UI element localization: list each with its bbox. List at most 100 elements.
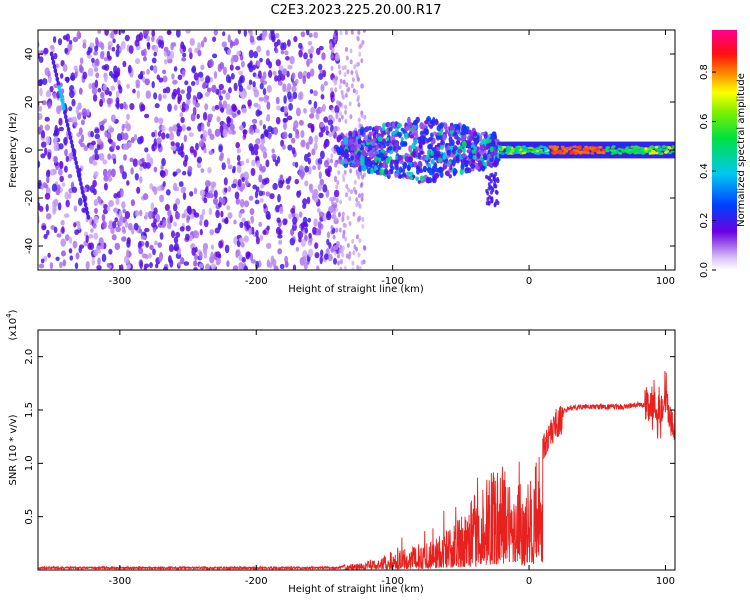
spectrogram-cell xyxy=(340,158,345,164)
spectrogram-cell xyxy=(162,266,169,270)
spectrogram-cell xyxy=(60,238,66,247)
spectrogram-cell xyxy=(381,129,386,136)
spectrogram-cell xyxy=(258,190,264,197)
spectrogram-cell xyxy=(583,150,587,154)
spectrogram-cell xyxy=(213,70,218,79)
spectrogram-cell xyxy=(395,145,400,151)
spectrogram-cell xyxy=(345,192,348,198)
spectrogram-cell xyxy=(342,79,346,85)
spectrogram-cell xyxy=(317,183,322,191)
spectrogram-cell xyxy=(109,70,113,77)
spectrogram-cell xyxy=(318,171,322,180)
spectrogram-cell xyxy=(291,147,296,155)
spectrogram-cell xyxy=(294,161,299,168)
spectrogram-cell xyxy=(282,131,288,140)
spectrogram-cell xyxy=(415,176,419,182)
spectrogram-cell xyxy=(317,163,321,171)
spectrogram-cell xyxy=(309,68,315,77)
spectrogram-cell xyxy=(113,207,119,213)
spectrogram-cell xyxy=(222,129,228,138)
spectrogram-cell xyxy=(67,173,73,179)
spectrogram-cell xyxy=(193,267,198,270)
spectrogram-cell xyxy=(497,148,502,151)
spectrogram-cell xyxy=(243,129,247,138)
spectrogram-cell xyxy=(219,124,224,134)
spectrogram-cell xyxy=(236,165,242,174)
spectrogram-cell xyxy=(175,231,181,238)
spectrogram-cell xyxy=(112,38,116,44)
spectrogram-cell xyxy=(183,134,188,143)
spectrogram-cell xyxy=(552,145,557,148)
spectrogram-cell xyxy=(198,251,203,260)
spectrogram-cell xyxy=(50,168,56,176)
spectrogram-cell xyxy=(159,169,165,177)
spectrogram-cell xyxy=(209,133,215,141)
spectrogram-cell xyxy=(243,200,250,208)
spectrogram-cell xyxy=(335,207,339,213)
spectrogram-cell xyxy=(123,154,127,161)
spectrogram-cell xyxy=(184,104,190,110)
spectrogram-cell xyxy=(334,162,337,168)
spectrogram-cell xyxy=(73,65,78,71)
spectrogram-cell xyxy=(129,103,135,110)
spectrogram-cell xyxy=(56,233,62,238)
spectrogram-cell xyxy=(355,197,359,203)
spectrogram-cell xyxy=(226,260,230,268)
spectrogram-cell xyxy=(152,248,156,256)
spectrogram-cell xyxy=(277,194,281,203)
spectrogram-cell xyxy=(155,263,159,269)
spectrogram-cell xyxy=(57,84,61,91)
spectrogram-cell xyxy=(477,160,482,168)
spectrogram-cell xyxy=(149,244,154,250)
spectrogram-cell xyxy=(88,156,94,164)
spectrogram-cell xyxy=(517,150,522,154)
spectrogram-cell xyxy=(138,32,144,41)
spectrogram-cell xyxy=(168,126,174,133)
spectrogram-cell xyxy=(262,229,267,235)
spectrogram-cell xyxy=(210,244,215,250)
spectrogram-cell xyxy=(94,128,100,134)
spectrogram-cell xyxy=(284,261,289,268)
spectrogram-cell xyxy=(157,131,162,137)
spectrogram-cell xyxy=(303,107,307,114)
spectrogram-cell xyxy=(295,246,300,252)
spectrogram-cell xyxy=(277,248,283,255)
spectrogram-cell xyxy=(86,50,91,56)
spectrogram-cell xyxy=(387,122,392,127)
spectrogram-cell xyxy=(471,149,476,154)
spectrogram-cell xyxy=(132,88,136,94)
spectrogram-cell xyxy=(332,209,336,216)
spectrogram-cell xyxy=(287,144,293,151)
spectrogram-cell xyxy=(438,135,443,140)
spectrogram-cell xyxy=(605,149,610,153)
spectrogram-cell xyxy=(350,30,354,35)
spectrogram-cell xyxy=(278,206,284,215)
spectrogram-cell xyxy=(68,236,73,244)
spectrogram-cell xyxy=(196,113,200,119)
spectrogram-cell xyxy=(672,146,675,149)
spectrogram-cell xyxy=(308,135,313,145)
spectrogram-cell xyxy=(348,221,352,226)
spectrogram-cell xyxy=(72,240,78,249)
spectrogram-cell xyxy=(414,132,419,139)
spectrogram-cell xyxy=(247,99,252,107)
spectrogram-cell xyxy=(52,207,57,215)
spectrogram-cell xyxy=(124,34,130,42)
spectrogram-cell xyxy=(427,143,433,150)
spectrogram-cell xyxy=(334,53,340,62)
spectrogram-cell xyxy=(88,82,93,90)
spectrogram-cell xyxy=(49,51,54,57)
spectrogram-cell xyxy=(489,158,494,163)
spectrogram-cell xyxy=(44,124,51,131)
spectrogram-cell xyxy=(338,117,342,123)
spectrogram-cell xyxy=(335,227,339,233)
spectrogram-cell xyxy=(416,168,420,175)
spectrogram-cell xyxy=(316,265,320,270)
spectrogram-cell xyxy=(474,137,480,145)
spectrogram-cell xyxy=(253,88,260,98)
spectrogram-cell xyxy=(177,96,181,105)
spectrogram-cell xyxy=(344,118,348,124)
spectrogram-cell xyxy=(278,229,282,236)
spectrogram-cell xyxy=(298,237,302,243)
spectrogram-cell xyxy=(313,142,318,151)
